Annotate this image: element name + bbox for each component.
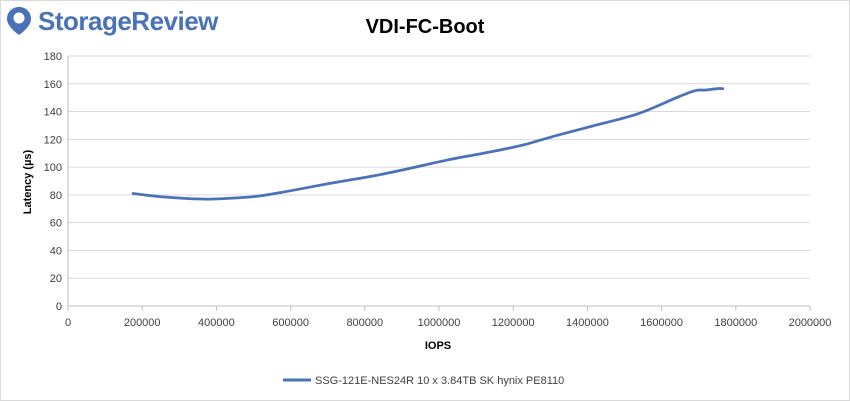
x-axis-label: IOPS — [425, 340, 451, 352]
x-tick-label: 600000 — [272, 317, 309, 329]
logo-text: StorageReview — [38, 5, 218, 36]
x-tick-label: 1400000 — [566, 317, 609, 329]
x-tick-label: 1000000 — [418, 317, 461, 329]
chart-title: VDI-FC-Boot — [366, 16, 485, 38]
y-tick-label: 160 — [44, 79, 62, 91]
gridlines — [68, 55, 810, 279]
y-tick-label: 120 — [44, 134, 62, 146]
storagereview-logo: StorageReview — [6, 6, 218, 36]
x-tick-labels: 0 200000 400000 600000 800000 1000000 1200000 1… — [65, 317, 831, 329]
x-tick-label: 1200000 — [492, 317, 535, 329]
legend: SSG-121E-NES24R 10 x 3.84TB SK hynix PE8… — [283, 375, 564, 387]
x-tick-label: 0 — [65, 317, 71, 329]
x-tick-label: 1600000 — [640, 317, 683, 329]
x-tick-label: 800000 — [346, 317, 383, 329]
y-tick-label: 100 — [44, 162, 62, 174]
axes — [67, 56, 811, 311]
x-tick-label: 200000 — [124, 317, 161, 329]
y-axis-label: Latency (µs) — [22, 149, 34, 214]
storagereview-pin-icon — [7, 7, 31, 35]
x-tick-label: 400000 — [198, 317, 235, 329]
x-tick-label: 2000000 — [789, 317, 832, 329]
y-tick-label: 60 — [50, 218, 62, 230]
series-lines — [131, 87, 725, 201]
legend-label: SSG-121E-NES24R 10 x 3.84TB SK hynix PE8… — [315, 375, 564, 387]
y-tick-label: 180 — [44, 51, 62, 63]
y-tick-label: 20 — [50, 273, 62, 285]
x-tick-label: 1800000 — [714, 317, 757, 329]
series-line — [131, 87, 725, 201]
y-tick-label: 140 — [44, 107, 62, 119]
y-tick-labels: 0 20 40 60 80 100 120 140 160 180 — [44, 51, 62, 313]
y-tick-label: 40 — [50, 245, 62, 257]
y-tick-label: 0 — [56, 301, 62, 313]
y-tick-label: 80 — [50, 190, 62, 202]
